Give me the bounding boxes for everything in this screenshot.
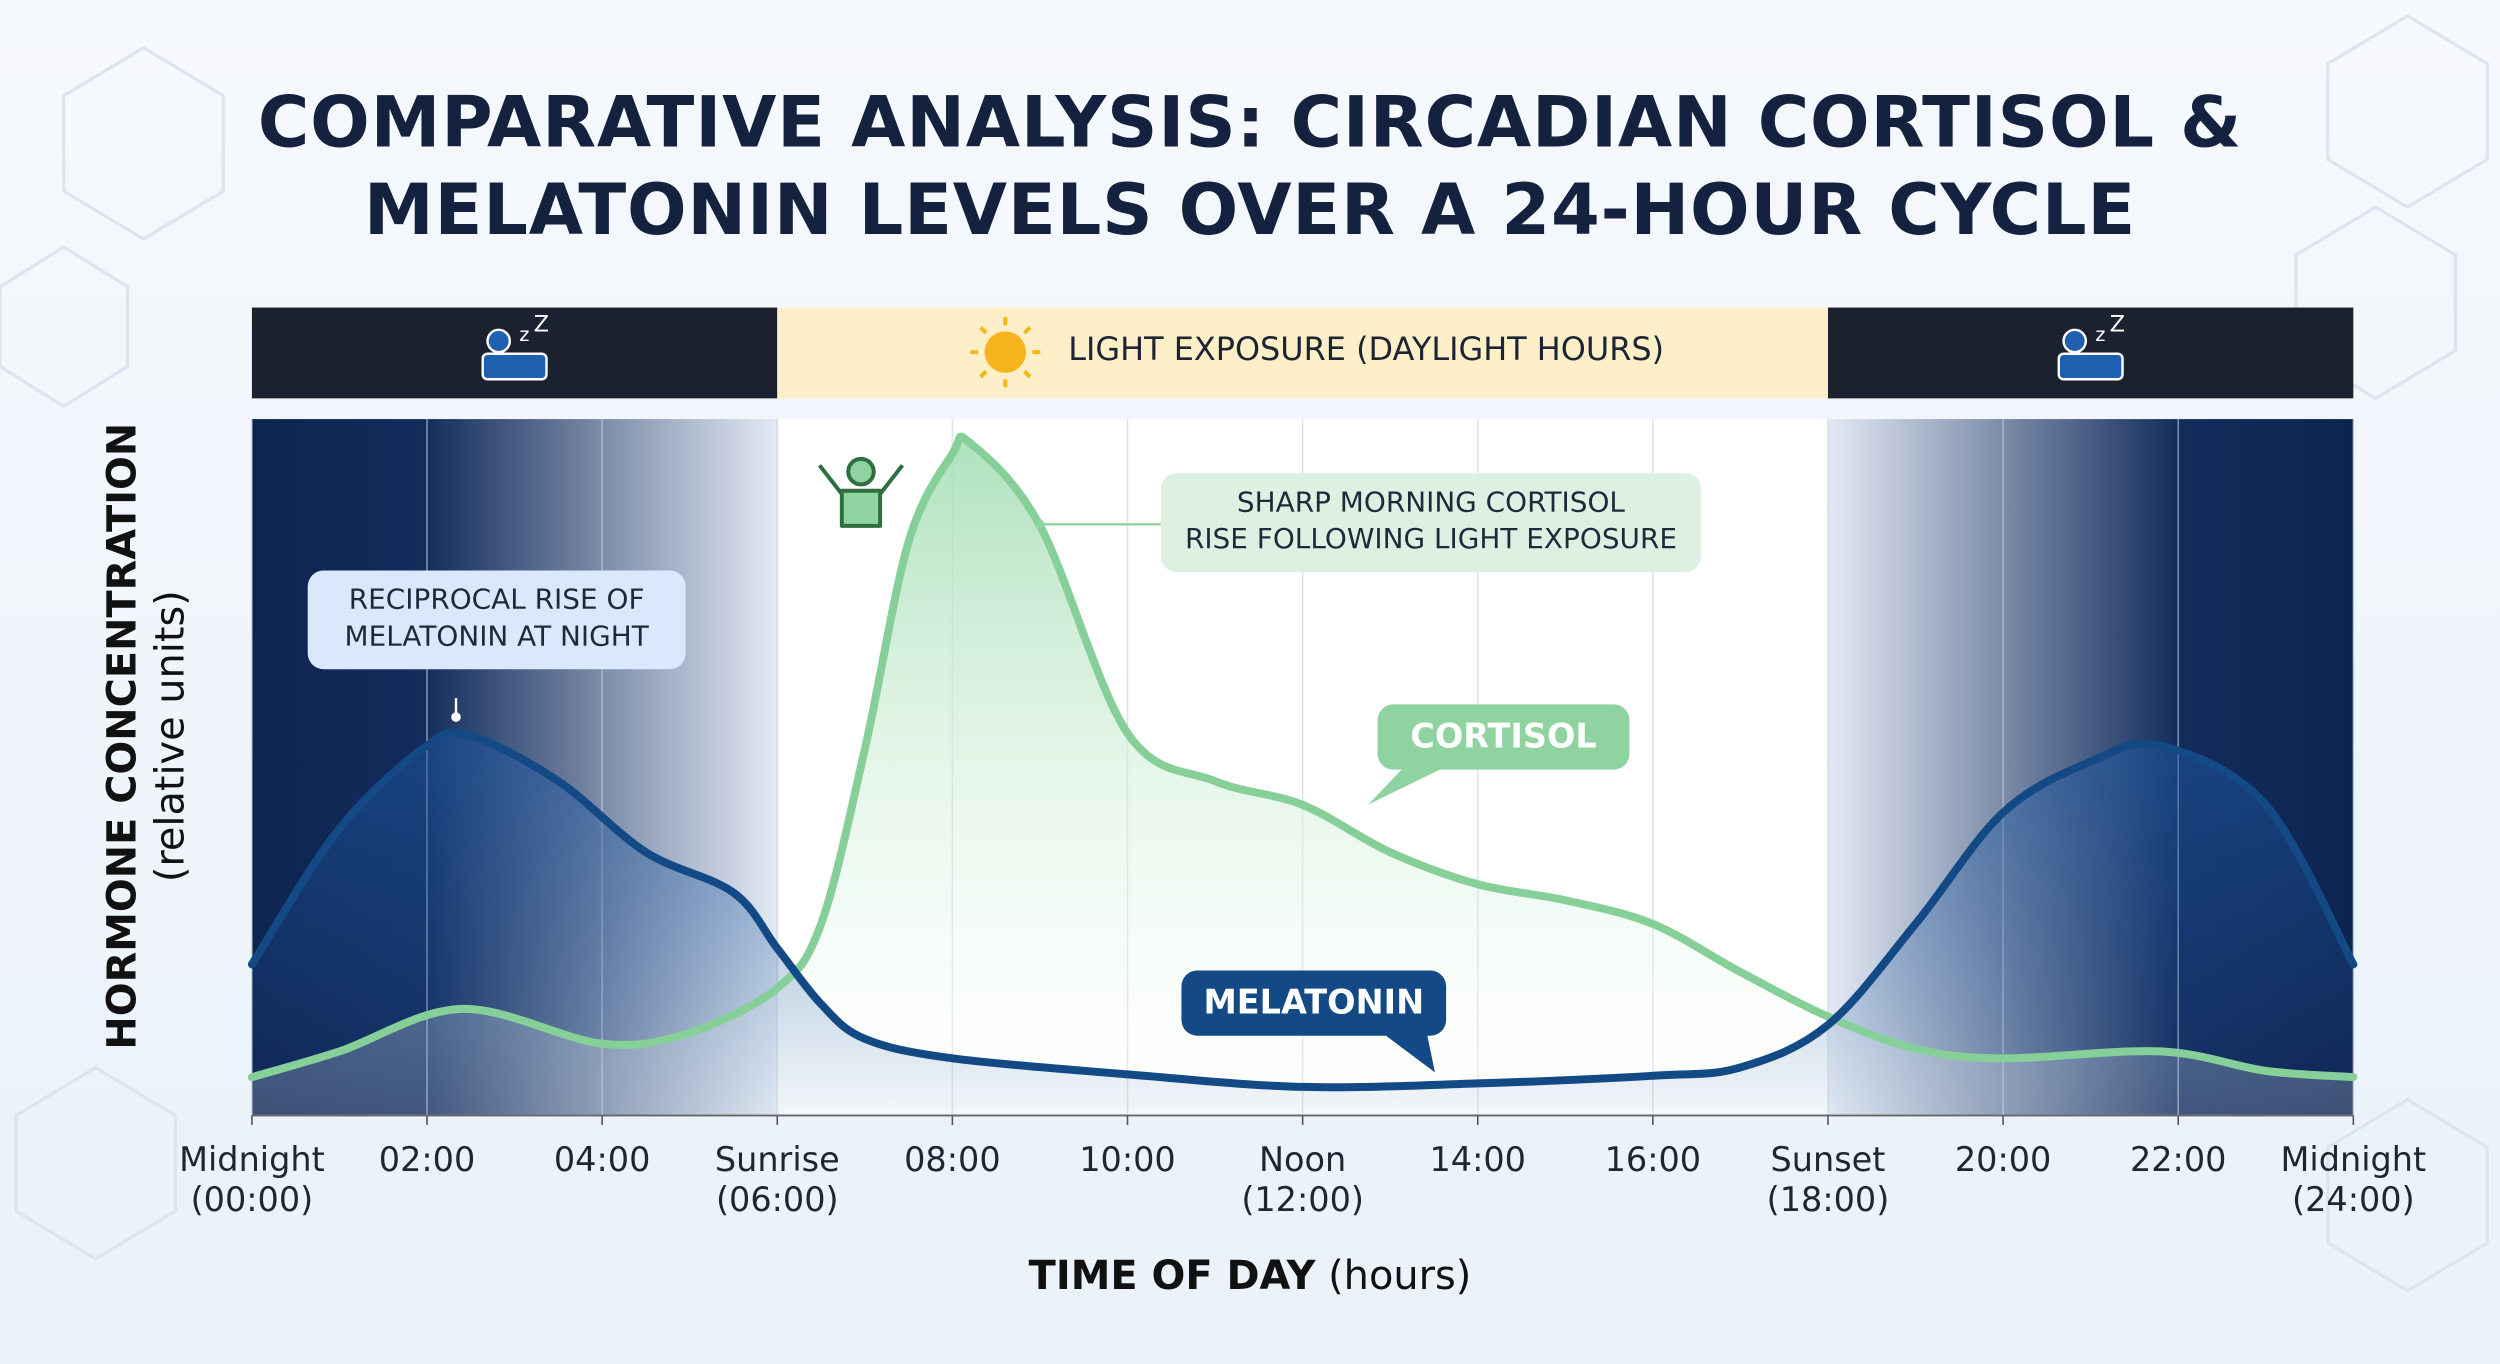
label-tail [1383,1034,1435,1073]
x-tick-label: Noon (12:00) [1241,1140,1364,1220]
zz-icon: z [2095,323,2105,346]
x-tick-label: 02:00 [378,1140,476,1180]
annotation: RECIPROCAL RISE OF MELATONIN AT NIGHT [307,570,686,670]
x-axis-unit: (hours) [1328,1252,1472,1299]
bed-icon [481,352,548,381]
annotation-dot [451,712,461,722]
wake-body [817,464,905,528]
x-tick-label: 04:00 [553,1140,651,1180]
sun-ray [979,369,988,379]
x-axis-label: TIME OF DAY (hours) [0,1252,2500,1298]
series-label: MELATONIN [1181,970,1447,1036]
x-tick-label: 22:00 [2129,1140,2227,1180]
sun-ray [1023,325,1032,335]
day-band [777,307,1828,399]
y-axis-label: HORMONE CONCENTRATION (relative units) [99,338,195,1135]
decor-hexagons [0,14,2489,1293]
sun-ray [979,325,988,335]
y-axis-unit: (relative units) [146,590,193,883]
line [247,432,2358,1082]
x-tick-label: Midnight (24:00) [2280,1140,2427,1220]
wake-head [846,456,876,487]
x-tick-label: 16:00 [1604,1140,1702,1180]
x-tick-label: 10:00 [1079,1140,1176,1180]
annotation: SHARP MORNING CORTISOL RISE FOLLOWING LI… [1160,473,1702,573]
zz-icon: z [519,323,529,346]
x-tick-label: Sunset (18:00) [1766,1140,1890,1220]
annotation-dot [1034,519,1045,530]
x-tick-label: 08:00 [904,1140,1001,1180]
chart-title: COMPARATIVE ANALYSIS: CIRCADIAN CORTISOL… [257,82,2243,252]
x-tick-label: Midnight (00:00) [179,1140,325,1220]
y-axis-title: HORMONE CONCENTRATION [98,422,146,1050]
wake-icon [817,456,905,528]
x-axis-title: TIME OF DAY [1028,1252,1316,1299]
x-tick-label: 20:00 [1954,1140,2052,1180]
sleeper-head [486,328,512,354]
sun-ray [1023,369,1032,379]
light-exposure-label: LIGHT EXPOSURE (DAYLIGHT HOURS) [1068,329,1665,369]
bed-icon [2057,352,2124,381]
x-tick-label: Sunrise (06:00) [714,1140,840,1220]
zz-icon: Z [2110,311,2125,337]
sleeper-head [2062,328,2088,354]
area [251,732,2354,1116]
sun-icon [984,331,1026,373]
zz-icon: Z [534,311,549,337]
x-tick-label: 14:00 [1429,1140,1526,1180]
line [247,728,2358,1092]
series-label: CORTISOL [1377,704,1630,770]
